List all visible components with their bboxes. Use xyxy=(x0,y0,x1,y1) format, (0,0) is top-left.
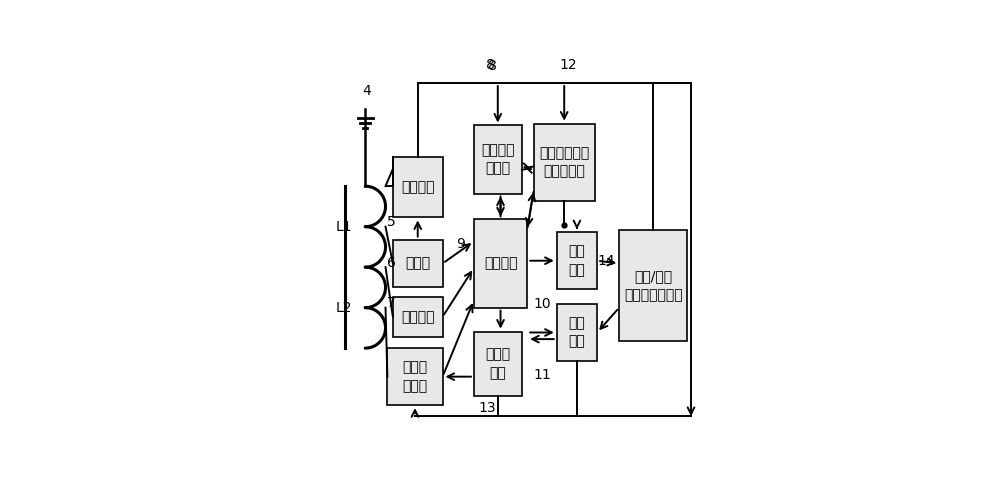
Text: 7: 7 xyxy=(387,296,396,310)
Bar xyxy=(393,296,443,337)
Text: 6: 6 xyxy=(387,256,396,270)
Bar xyxy=(474,332,522,396)
Text: L2: L2 xyxy=(336,301,352,315)
Bar xyxy=(474,219,527,308)
Bar xyxy=(534,124,595,201)
Bar xyxy=(557,232,597,289)
Text: 5: 5 xyxy=(387,215,396,229)
Text: 8: 8 xyxy=(486,58,495,72)
Bar xyxy=(474,125,522,194)
Bar xyxy=(387,348,443,405)
Text: 校验/认证
防冲突检测电路: 校验/认证 防冲突检测电路 xyxy=(624,270,683,302)
Text: 8: 8 xyxy=(488,59,497,73)
Bar xyxy=(619,230,687,341)
Text: 选频接
口电路: 选频接 口电路 xyxy=(402,360,428,393)
Bar xyxy=(393,239,443,287)
Text: 电源泵: 电源泵 xyxy=(405,257,430,271)
Text: 只读存
储器: 只读存 储器 xyxy=(485,348,510,380)
Text: 14: 14 xyxy=(598,254,616,268)
Text: 4: 4 xyxy=(363,84,371,98)
Text: 13: 13 xyxy=(478,402,496,415)
Text: 复位电路: 复位电路 xyxy=(401,310,434,324)
Text: 解码
电路: 解码 电路 xyxy=(569,245,585,277)
Text: 稳压电路: 稳压电路 xyxy=(401,180,434,194)
Text: 随机存取
存储器: 随机存取 存储器 xyxy=(481,143,515,176)
Text: 11: 11 xyxy=(533,369,551,382)
Bar xyxy=(393,157,443,217)
Text: 10: 10 xyxy=(534,296,551,311)
Bar xyxy=(557,304,597,361)
Text: L1: L1 xyxy=(336,220,352,234)
Text: 电可擦可编程
只读存储器: 电可擦可编程 只读存储器 xyxy=(539,146,589,178)
Text: 12: 12 xyxy=(559,58,577,72)
Text: 9: 9 xyxy=(456,237,465,251)
Text: 编码
电路: 编码 电路 xyxy=(569,316,585,348)
Text: 中控电路: 中控电路 xyxy=(484,257,517,271)
